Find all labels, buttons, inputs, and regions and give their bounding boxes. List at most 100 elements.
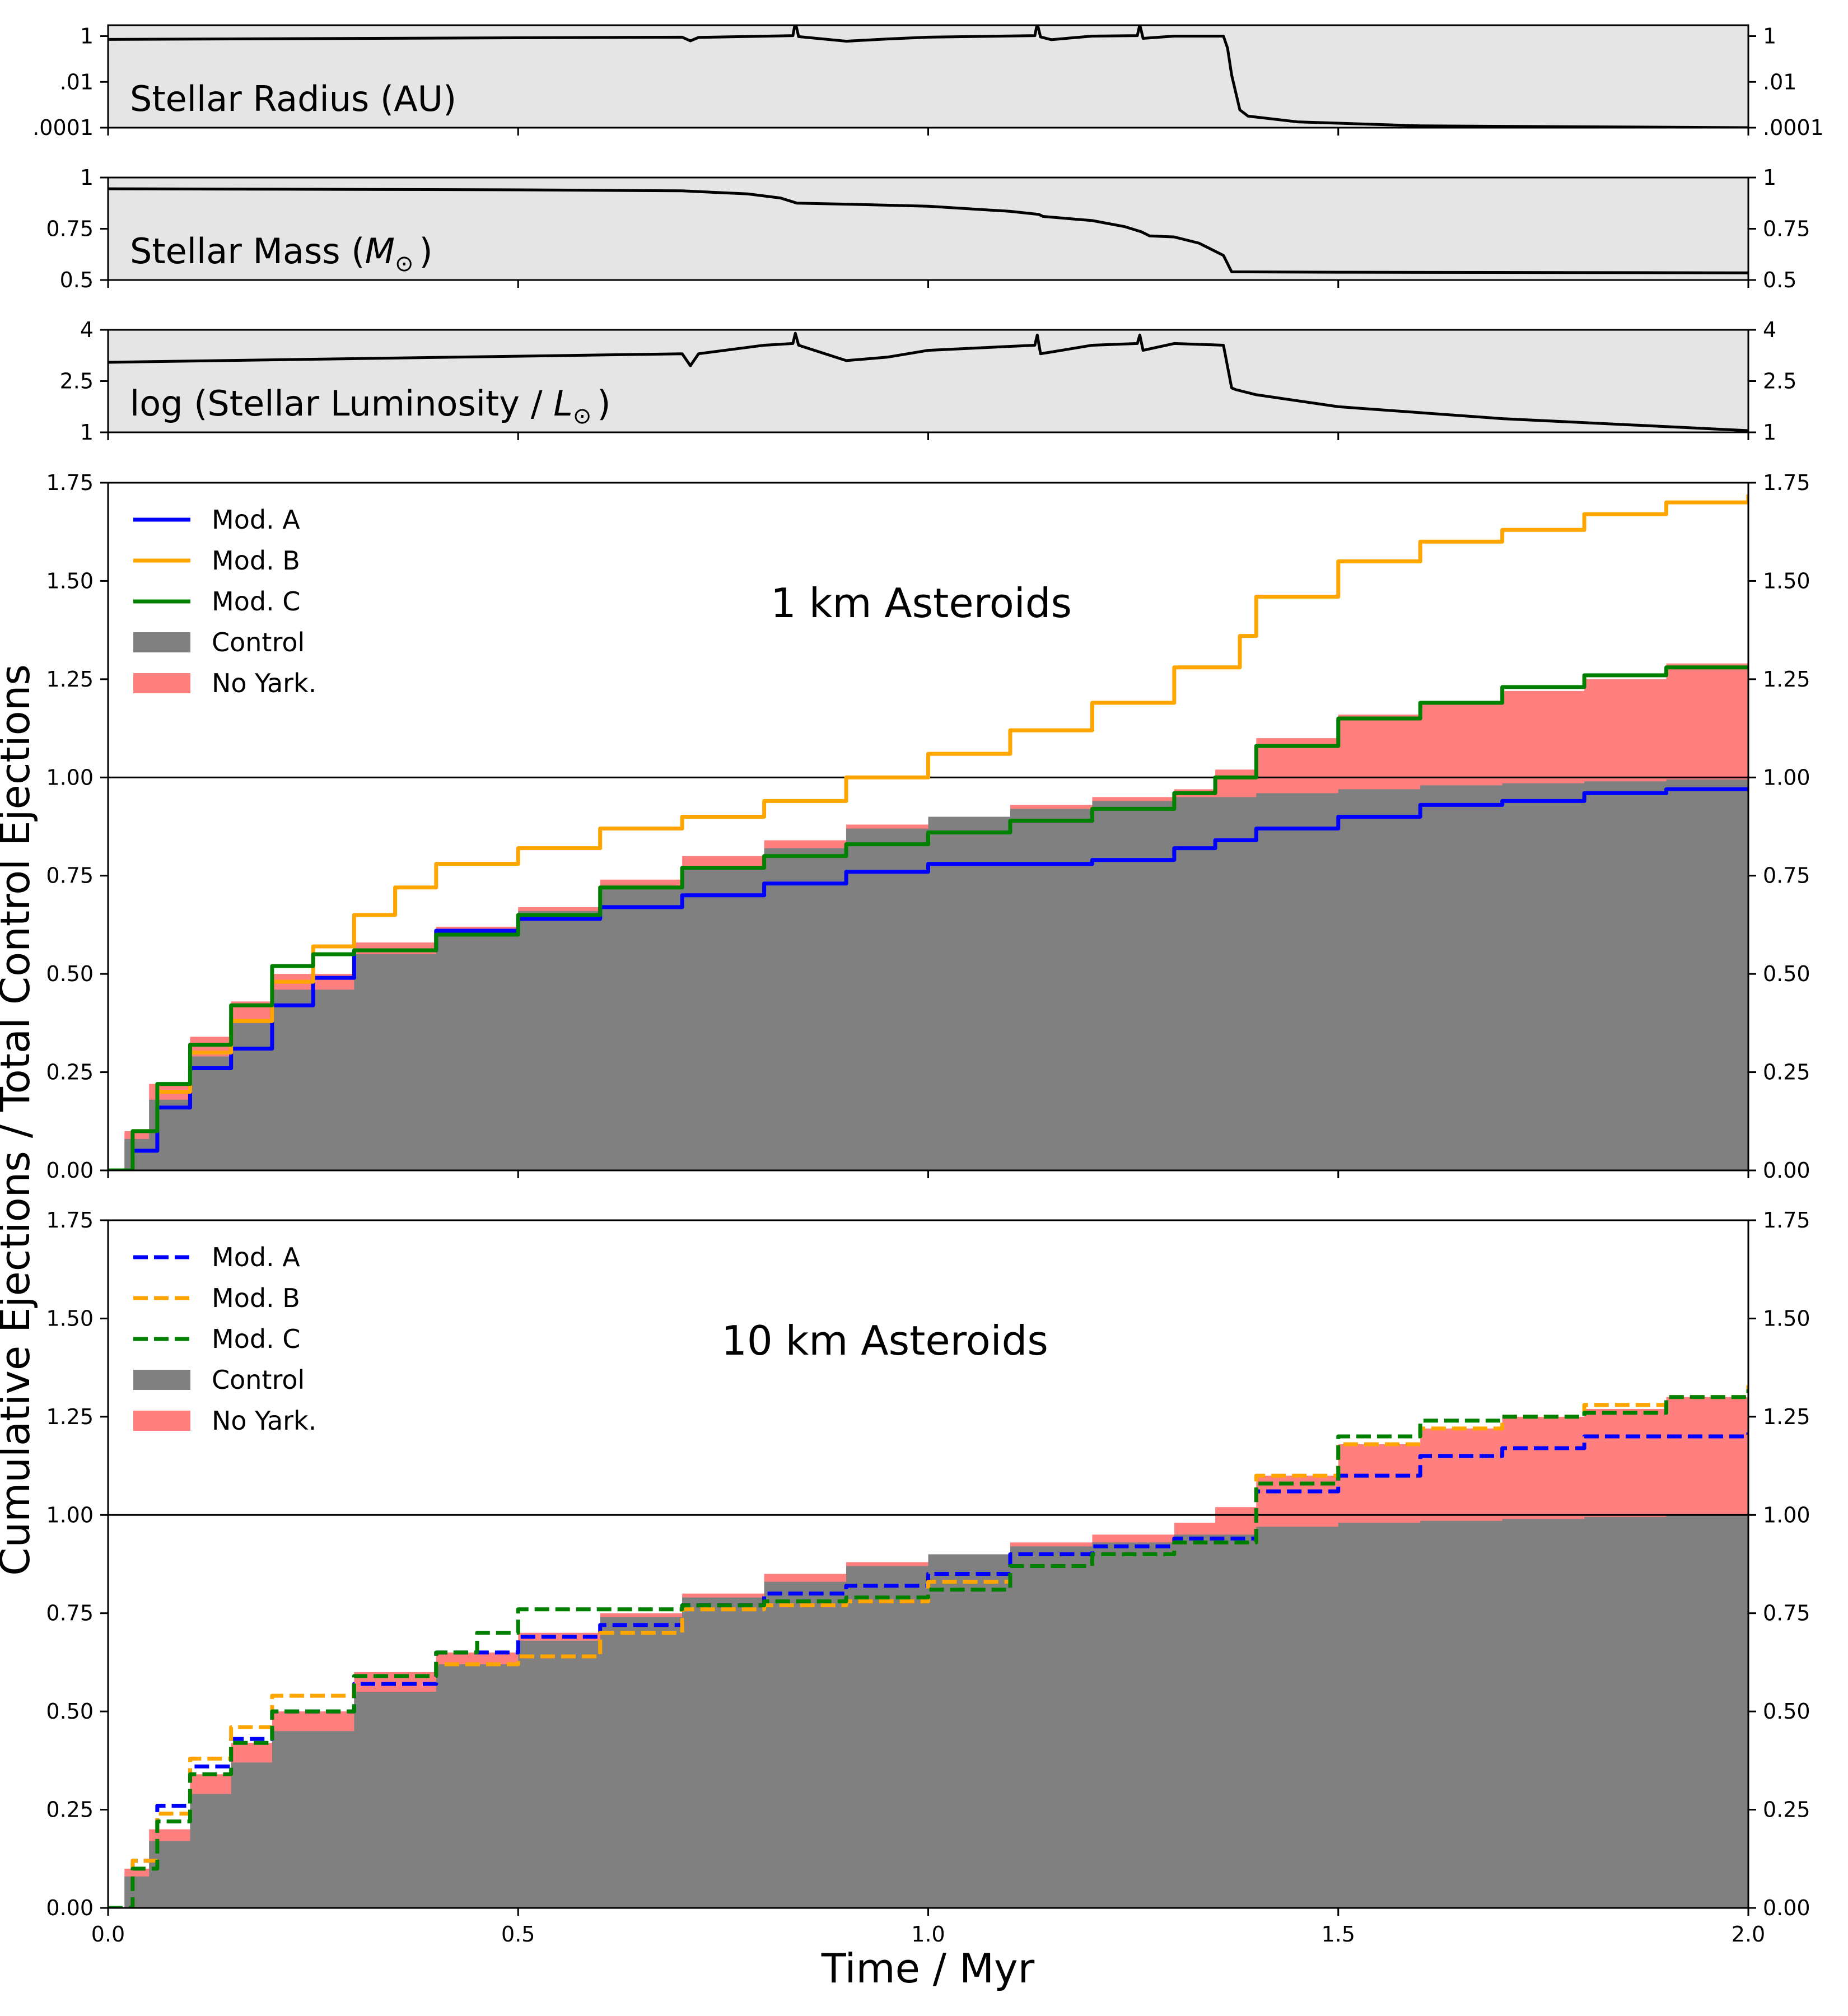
legend: Mod. A Mod. B Mod. C Control No Yark. [133,505,316,698]
y-tick-label-left: 0.25 [46,1060,94,1085]
y-tick-label-right: 1 [1763,420,1776,445]
x-tick-label: 0.0 [91,1922,125,1947]
y-tick-label-right: 1.25 [1763,667,1810,692]
y-tick-label-right: 1.25 [1763,1404,1810,1429]
panel-asteroids_10km: 0.00 0.000.25 0.250.50 0.500.75 0.751.00 1.00… [46,1208,1810,1947]
legend: Mod. A Mod. B Mod. C Control No Yark. [133,1242,316,1436]
y-tick-label-left: 2.5 [60,369,94,394]
panel-label: log (Stellar Luminosity / L⊙) [130,383,611,429]
legend-swatch-patch [133,1411,190,1431]
y-tick-label-left: 0.00 [46,1896,94,1920]
y-tick-label-left: 0.50 [46,962,94,986]
legend-swatch-patch [133,632,190,652]
y-tick-label-left: 1.75 [46,1208,94,1233]
x-tick-label: 1.5 [1322,1922,1355,1947]
y-tick-label-left: 1 [80,165,94,190]
y-tick-label-right: 0.75 [1763,1601,1810,1626]
y-tick-label-right: 0.00 [1763,1896,1810,1920]
label-subscript: ⊙ [395,251,414,277]
x-axis-title: Time / Myr [821,1945,1035,1992]
label-prefix: Stellar Mass ( [130,231,365,272]
legend-label: Control [212,1365,305,1395]
legend-label: Mod. A [212,1242,300,1272]
plot-area [108,494,1748,1170]
y-tick-label-right: 1.00 [1763,765,1810,790]
panel-luminosity: 4 4 2.5 2.5 1 1 log (Stellar Luminosity / L⊙) [60,318,1797,445]
y-axis-title: Cumulative Ejections / Total Control Eje… [0,664,39,1576]
y-tick-label-left: 1.25 [46,667,94,692]
y-tick-label-left: 1.75 [46,470,94,495]
series-radius [108,25,1748,128]
series-luminosity [108,332,1748,432]
y-tick-label-left: 0.25 [46,1798,94,1822]
legend-label: No Yark. [212,1406,316,1436]
plot-background [108,178,1748,280]
label-symbol: M [365,231,395,272]
legend-label: Control [212,627,305,657]
y-tick-label-right: 1 [1763,165,1776,190]
x-tick-label: 0.5 [501,1922,535,1947]
series-mass [108,187,1748,274]
y-tick-label-left: 1.00 [46,1502,94,1527]
y-tick-label-right: 2.5 [1763,369,1796,394]
label-suffix: ) [419,231,432,272]
label-subscript: ⊙ [573,403,592,429]
series-mod-b [108,1385,1748,1908]
y-tick-label-left: 0.75 [46,864,94,888]
panel-radius: 1 1 .01 .01 .0001 .0001 Stellar Radius (AU) [32,24,1824,140]
plot-background [108,25,1748,128]
y-tick-label-right: 0.50 [1763,962,1810,986]
legend-label: Mod. B [212,1283,300,1313]
x-tick-label: 2.0 [1732,1922,1765,1947]
y-tick-label-right: 1.00 [1763,1502,1810,1527]
plot-area [108,1385,1748,1908]
series-mod-b [108,494,1748,1170]
y-tick-label-left: 1.25 [46,1404,94,1429]
y-tick-label-right: 1 [1763,24,1776,49]
label-suffix: ) [597,383,610,424]
y-tick-label-left: .01 [60,69,94,94]
y-tick-label-left: 0.75 [46,1601,94,1626]
y-tick-label-right: 1.50 [1763,568,1810,593]
y-tick-label-left: 4 [80,318,94,342]
y-tick-label-left: 1.50 [46,568,94,593]
y-tick-label-right: 0.50 [1763,1699,1810,1724]
plot-area [108,187,1748,274]
y-tick-label-right: .0001 [1763,115,1824,140]
y-tick-label-left: 1 [80,24,94,49]
area-control [108,777,1748,1170]
legend-label: Mod. B [212,545,300,576]
legend-label: No Yark. [212,668,316,698]
legend-swatch-patch [133,673,190,693]
y-tick-label-right: 0.25 [1763,1060,1810,1085]
y-tick-label-left: 0.5 [60,268,94,292]
y-tick-label-left: 0.50 [46,1699,94,1724]
y-tick-label-right: 4 [1763,318,1776,342]
label-symbol: L [553,383,573,424]
y-tick-label-left: 0.00 [46,1158,94,1183]
plot-area [108,332,1748,432]
y-tick-label-left: .0001 [32,115,94,140]
y-tick-label-right: 0.75 [1763,864,1810,888]
panel-label: Stellar Mass (M⊙) [130,231,433,277]
label-prefix: log (Stellar Luminosity / [130,383,553,424]
y-tick-label-left: 0.75 [46,217,94,241]
y-tick-label-left: 1.00 [46,765,94,790]
y-tick-label-right: .01 [1763,69,1796,94]
y-tick-label-right: 0.5 [1763,268,1796,292]
panel-label: Stellar Radius (AU) [130,78,456,119]
panel-mass: 1 1 0.75 0.75 0.5 0.5 Stellar Mass (M⊙) [46,165,1810,292]
y-tick-label-right: 0.00 [1763,1158,1810,1183]
y-tick-label-right: 1.50 [1763,1306,1810,1331]
panel-title: 1 km Asteroids [771,580,1072,627]
legend-label: Mod. C [212,586,300,617]
series-mod-c [108,1389,1748,1908]
legend-swatch-patch [133,1370,190,1390]
panel-title: 10 km Asteroids [721,1317,1048,1364]
area-control [108,1515,1748,1908]
y-tick-label-right: 1.75 [1763,1208,1810,1233]
x-tick-label: 1.0 [911,1922,945,1947]
y-tick-label-right: 1.75 [1763,470,1810,495]
y-tick-label-left: 1.50 [46,1306,94,1331]
